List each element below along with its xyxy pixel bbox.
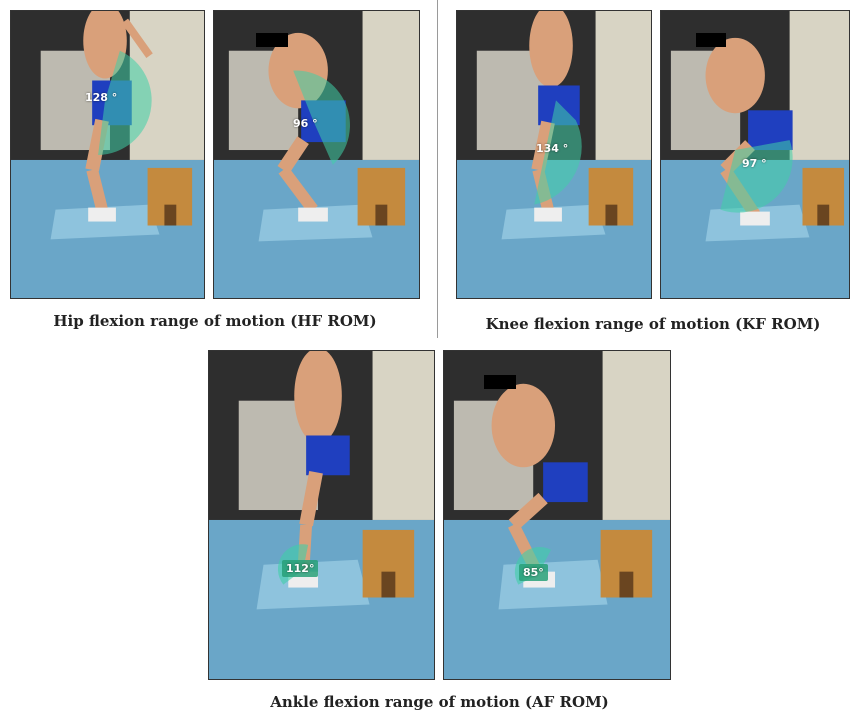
hip-photo-flexed: 96 °: [213, 10, 420, 299]
ankle-angle-label-1: 112°: [282, 560, 319, 577]
ankle-photo-flexed: 85°: [443, 350, 671, 680]
section-divider: [437, 0, 438, 338]
face-censor-bar: [256, 33, 288, 47]
knee-caption: Knee flexion range of motion (KF ROM): [485, 315, 821, 333]
knee-angle-label-1: 134 °: [536, 142, 569, 155]
ankle-angle-label-2: 85°: [519, 564, 548, 581]
hip-photo-extended: 128 °: [10, 10, 205, 299]
ankle-caption: Ankle flexion range of motion (AF ROM): [270, 693, 609, 711]
knee-angle-label-2: 97 °: [742, 157, 767, 170]
face-censor-bar: [696, 33, 726, 47]
face-censor-bar: [484, 375, 516, 389]
hip-angle-label-1: 128 °: [85, 91, 118, 104]
knee-photo-flexed: 97 °: [660, 10, 850, 299]
hip-caption: Hip flexion range of motion (HF ROM): [53, 312, 377, 330]
knee-photo-extended: 134 °: [456, 10, 652, 299]
ankle-photo-extended: 112°: [208, 350, 435, 680]
hip-angle-label-2: 96 °: [293, 117, 318, 130]
